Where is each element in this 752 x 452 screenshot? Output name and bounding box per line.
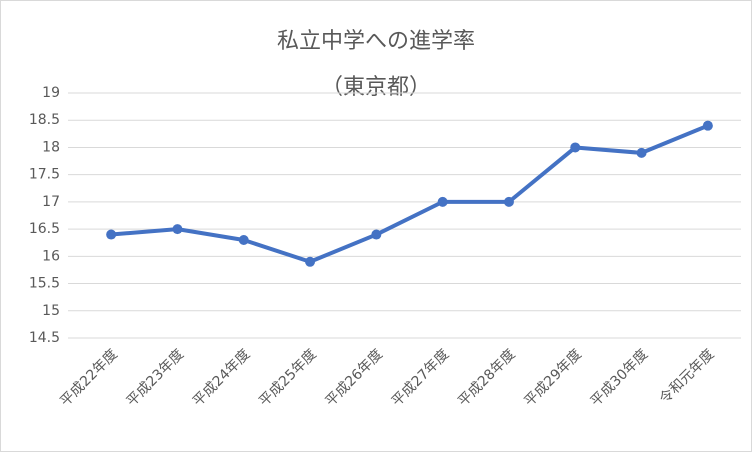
y-tick-label: 15 <box>42 303 60 319</box>
y-tick-label: 16 <box>42 248 60 264</box>
marker <box>238 235 249 245</box>
y-tick-label: 14.5 <box>29 330 60 346</box>
marker <box>636 147 647 158</box>
y-tick-label: 17.5 <box>29 167 60 183</box>
marker <box>702 120 713 131</box>
marker <box>172 224 183 235</box>
marker <box>305 256 316 267</box>
y-tick-label: 15.5 <box>29 276 60 292</box>
y-tick-label: 18.5 <box>29 112 60 128</box>
y-tick-label: 17 <box>42 194 60 210</box>
y-tick-label: 16.5 <box>29 221 60 237</box>
chart-subtitle: （東京都） <box>321 75 431 100</box>
line <box>109 123 710 264</box>
y-tick-label: 18 <box>42 139 60 155</box>
y-tick-label: 19 <box>42 85 60 101</box>
marker <box>437 196 448 207</box>
marker <box>570 142 581 153</box>
marker <box>503 196 514 207</box>
marker <box>371 229 382 240</box>
marker <box>106 229 117 240</box>
chart-title: 私立中学への進学率 <box>277 29 475 54</box>
